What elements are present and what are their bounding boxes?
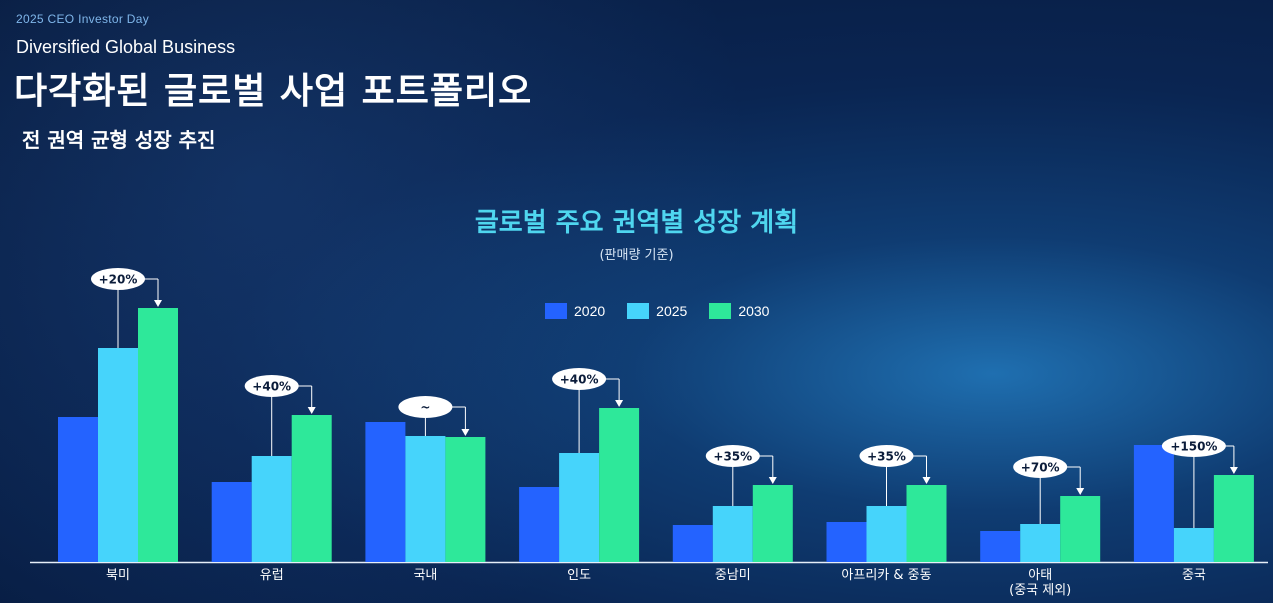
legend-label-2020: 2020 (574, 303, 606, 319)
annotation-label-5: +35% (867, 450, 906, 464)
chart-legend: 2020 2025 2030 (545, 303, 769, 319)
bar-2030-2 (445, 437, 486, 562)
annotation-arrow-3 (615, 400, 624, 407)
category-label-0: 북미 (106, 568, 130, 583)
category-label-4: 중남미 (715, 568, 751, 583)
event-label: 2025 CEO Investor Day (16, 12, 150, 26)
bar-2020-6 (980, 531, 1021, 562)
category-label-2: 국내 (413, 568, 437, 583)
chart-title: 글로벌 주요 권역별 성장 계획 (474, 208, 799, 238)
bar-2030-0 (138, 308, 178, 562)
bar-2030-5 (906, 485, 947, 562)
bar-2020-0 (58, 417, 98, 562)
legend-label-2025: 2025 (656, 303, 688, 319)
annotation-pill-0 (91, 268, 145, 290)
bar-2025-3 (559, 453, 600, 562)
annotation-arrow-4 (768, 477, 777, 484)
bar-2025-2 (405, 436, 446, 562)
category-label-1: 유럽 (260, 568, 284, 583)
legend-swatch-2020 (545, 303, 567, 319)
annotation-label-4: +35% (713, 450, 752, 464)
bar-2030-4 (752, 485, 793, 562)
legend-label-2030: 2030 (738, 303, 770, 319)
bar-2025-4 (712, 506, 753, 562)
annotation-arrow-7 (1229, 467, 1238, 474)
legend-swatch-2025 (627, 303, 650, 319)
bar-2020-3 (519, 487, 560, 562)
annotation-pill-6 (1013, 456, 1068, 478)
annotation-arrow-6 (1076, 488, 1085, 495)
bar-2030-7 (1213, 475, 1254, 562)
annotation-label-6: +70% (1021, 461, 1060, 475)
category-label-5: 아프리카 & 중동 (841, 568, 931, 583)
annotation-pill-7 (1161, 435, 1226, 457)
bar-2030-3 (599, 408, 640, 562)
annotation-pill-1 (244, 375, 299, 397)
bar-2020-7 (1133, 445, 1174, 562)
category-label-3: 인도 (567, 568, 591, 583)
bar-2020-5 (826, 522, 867, 562)
english-subtitle: Diversified Global Business (16, 37, 236, 57)
bar-2025-1 (251, 456, 292, 562)
annotation-label-2: ~ (420, 401, 430, 415)
page-tagline: 전 권역 균형 성장 추진 (22, 128, 216, 152)
annotation-pill-2 (398, 396, 453, 418)
legend-swatch-2030 (709, 303, 732, 319)
category-label-7: 중국 (1182, 568, 1206, 583)
annotation-pill-3 (552, 368, 607, 390)
annotation-arrow-1 (307, 407, 316, 414)
category-label-6-line2: (중국 제외) (1009, 583, 1071, 598)
annotation-label-0: +20% (99, 273, 138, 287)
annotation-label-7: +150% (1170, 440, 1217, 454)
bar-2025-0 (98, 348, 138, 562)
bar-2025-5 (866, 506, 907, 562)
annotation-arrow-2 (461, 429, 470, 436)
bar-2025-7 (1173, 528, 1214, 562)
annotation-pill-4 (705, 445, 760, 467)
annotation-pill-5 (859, 445, 914, 467)
bar-2030-6 (1060, 496, 1101, 562)
annotation-arrow-0 (154, 300, 162, 307)
bar-2020-4 (672, 525, 713, 562)
bar-2025-6 (1020, 524, 1061, 562)
legend-item-2025: 2025 (627, 303, 687, 319)
annotation-arrow-5 (922, 477, 931, 484)
bar-2030-1 (291, 415, 332, 562)
legend-item-2030: 2030 (709, 303, 769, 319)
bar-2020-2 (365, 422, 406, 562)
annotation-label-1: +40% (252, 380, 291, 394)
annotation-label-3: +40% (560, 373, 599, 387)
chart-subtitle: (판매량 기준) (599, 248, 674, 263)
bar-2020-1 (211, 482, 252, 562)
page-title: 다각화된 글로벌 사업 포트폴리오 (14, 71, 533, 112)
category-label-6: 아태 (1028, 568, 1052, 583)
legend-item-2020: 2020 (545, 303, 605, 319)
